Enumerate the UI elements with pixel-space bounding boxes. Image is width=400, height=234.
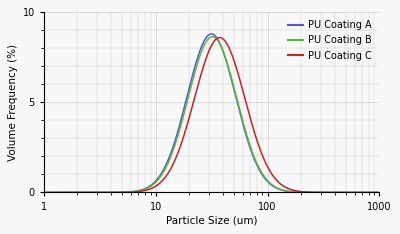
Line: PU Coating B: PU Coating B — [44, 37, 380, 193]
PU Coating A — [292, 191, 297, 194]
Line: PU Coating A: PU Coating A — [44, 34, 380, 193]
PU Coating C — [217, 36, 222, 39]
PU Coating B — [243, 128, 248, 131]
PU Coating B — [102, 191, 107, 194]
PU Coating A — [209, 33, 214, 35]
PU Coating B — [292, 190, 297, 193]
PU Coating B — [260, 172, 264, 175]
PU Coating B — [377, 191, 382, 194]
X-axis label: Particle Size (um): Particle Size (um) — [166, 216, 257, 226]
PU Coating A — [170, 149, 174, 151]
PU Coating A — [102, 191, 107, 194]
PU Coating C — [292, 189, 297, 192]
PU Coating A — [260, 173, 264, 176]
PU Coating C — [317, 191, 322, 194]
PU Coating B — [41, 191, 46, 194]
PU Coating B — [170, 152, 174, 155]
PU Coating A — [377, 191, 382, 194]
PU Coating C — [102, 191, 107, 194]
Y-axis label: Volume Frequency (%): Volume Frequency (%) — [8, 44, 18, 161]
PU Coating C — [260, 153, 264, 156]
Legend: PU Coating A, PU Coating B, PU Coating C: PU Coating A, PU Coating B, PU Coating C — [286, 17, 374, 64]
Line: PU Coating C: PU Coating C — [44, 37, 380, 193]
PU Coating A — [243, 131, 248, 133]
PU Coating C — [377, 191, 382, 194]
PU Coating A — [41, 191, 46, 194]
PU Coating C — [170, 165, 174, 168]
PU Coating C — [243, 98, 248, 101]
PU Coating A — [317, 191, 322, 194]
PU Coating B — [210, 35, 215, 38]
PU Coating B — [317, 191, 322, 194]
PU Coating C — [41, 191, 46, 194]
